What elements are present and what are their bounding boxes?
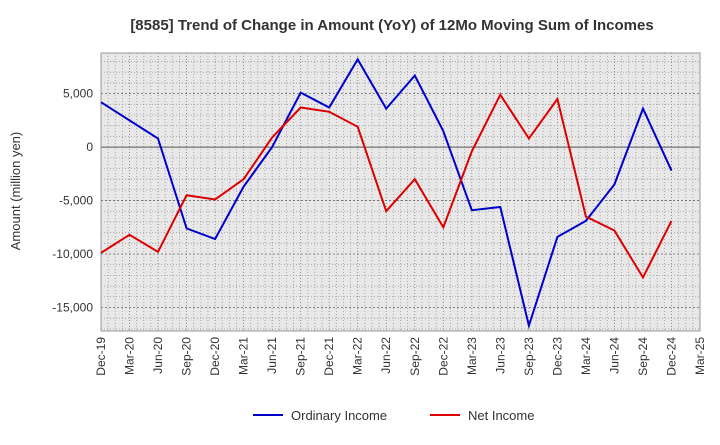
x-tick-label: Dec-22 xyxy=(436,337,450,376)
x-tick-label: Mar-24 xyxy=(579,337,593,375)
y-tick-label: -5,000 xyxy=(59,194,93,208)
chart-title: [8585] Trend of Change in Amount (YoY) o… xyxy=(130,17,653,34)
x-tick-label: Dec-23 xyxy=(550,337,564,376)
x-tick-label: Sep-22 xyxy=(408,337,422,376)
legend-label: Ordinary Income xyxy=(291,408,387,423)
x-tick-label: Dec-24 xyxy=(664,337,678,376)
y-tick-label: 0 xyxy=(86,140,93,154)
x-tick-label: Mar-20 xyxy=(123,337,137,375)
y-tick-label: -10,000 xyxy=(52,247,93,261)
x-tick-label: Jun-22 xyxy=(379,337,393,374)
x-tick-label: Jun-24 xyxy=(607,337,621,374)
plot-area: 5,000 0 -5,000 -10,000 -15,000 Dec-19 Mar-20 Ju… xyxy=(52,52,707,376)
x-tick-label: Jun-23 xyxy=(493,337,507,374)
x-tick-label: Dec-21 xyxy=(322,337,336,376)
x-tick-label: Dec-20 xyxy=(208,337,222,376)
x-tick-label: Mar-25 xyxy=(693,337,707,375)
y-tick-label: -15,000 xyxy=(52,300,93,314)
y-tick-label: 5,000 xyxy=(63,87,93,101)
x-tick-label: Sep-20 xyxy=(180,337,194,376)
plot-border xyxy=(100,52,701,332)
x-tick-label: Jun-21 xyxy=(265,337,279,374)
y-axis-title: Amount (million yen) xyxy=(8,132,23,251)
x-tick-label: Mar-22 xyxy=(351,337,365,375)
series-line-net-income xyxy=(100,92,673,280)
x-tick-label: Jun-20 xyxy=(151,337,165,374)
legend-label: Net Income xyxy=(468,408,534,423)
legend: Ordinary Income Net Income xyxy=(253,408,534,423)
x-tick-label: Dec-19 xyxy=(94,337,108,376)
x-tick-label: Sep-24 xyxy=(636,337,650,376)
x-tick-label: Sep-23 xyxy=(522,337,536,376)
x-tick-label: Mar-21 xyxy=(237,337,251,375)
x-tick-label: Sep-21 xyxy=(294,337,308,376)
x-tick-label: Mar-23 xyxy=(465,337,479,375)
series-line-ordinary-income xyxy=(100,57,673,330)
